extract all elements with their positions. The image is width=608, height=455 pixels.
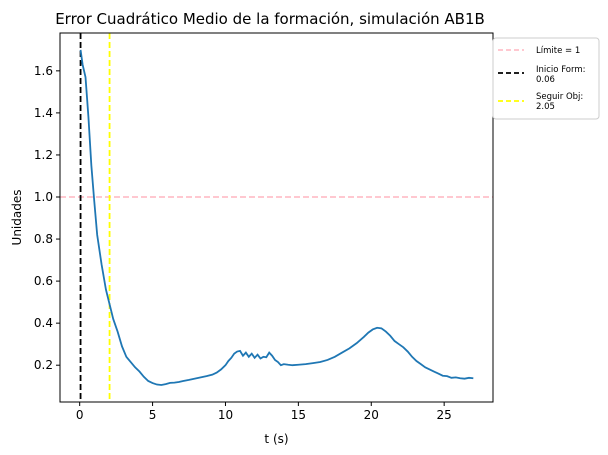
- x-tick-label: 15: [291, 408, 306, 422]
- y-tick-label: 1.6: [34, 64, 53, 78]
- x-tick-label: 20: [364, 408, 379, 422]
- y-tick-label: 1.4: [34, 106, 53, 120]
- y-tick-label: 1.2: [34, 148, 53, 162]
- legend-label-seguir-obj-line2: 2.05: [536, 102, 555, 112]
- x-axis-ticks: 0 5 10 15 20 25: [76, 402, 452, 422]
- x-tick-label: 25: [437, 408, 452, 422]
- x-axis-label: t (s): [264, 432, 288, 446]
- y-tick-label: 0.6: [34, 274, 53, 288]
- chart-title: Error Cuadrático Medio de la formación, …: [55, 10, 485, 28]
- legend-label-inicio-form-line1: Inicio Form:: [536, 65, 585, 75]
- legend-label-seguir-obj-line1: Seguir Obj:: [536, 92, 583, 102]
- legend-label-limite: Límite = 1: [536, 46, 580, 56]
- plot-frame: [59, 32, 494, 403]
- x-tick-label: 5: [149, 408, 157, 422]
- legend: Límite = 1 Inicio Form: 0.06 Seguir Obj:…: [492, 37, 600, 120]
- y-tick-label: 0.4: [34, 316, 53, 330]
- plot-area: [59, 32, 494, 403]
- mse-series-line: [79, 49, 474, 386]
- y-axis-ticks: 0.2 0.4 0.6 0.8 1.0 1.2 1.4 1.6: [34, 64, 60, 372]
- plot-background: [60, 33, 493, 402]
- y-tick-label: 0.2: [34, 358, 53, 372]
- y-tick-label: 0.8: [34, 232, 53, 246]
- x-tick-label: 10: [218, 408, 233, 422]
- legend-box: [492, 37, 600, 120]
- y-tick-label: 1.0: [34, 190, 53, 204]
- reference-lines: [60, 33, 493, 402]
- legend-label-inicio-form-line2: 0.06: [536, 75, 555, 85]
- x-tick-label: 0: [76, 408, 84, 422]
- y-axis-label: Unidades: [10, 190, 24, 246]
